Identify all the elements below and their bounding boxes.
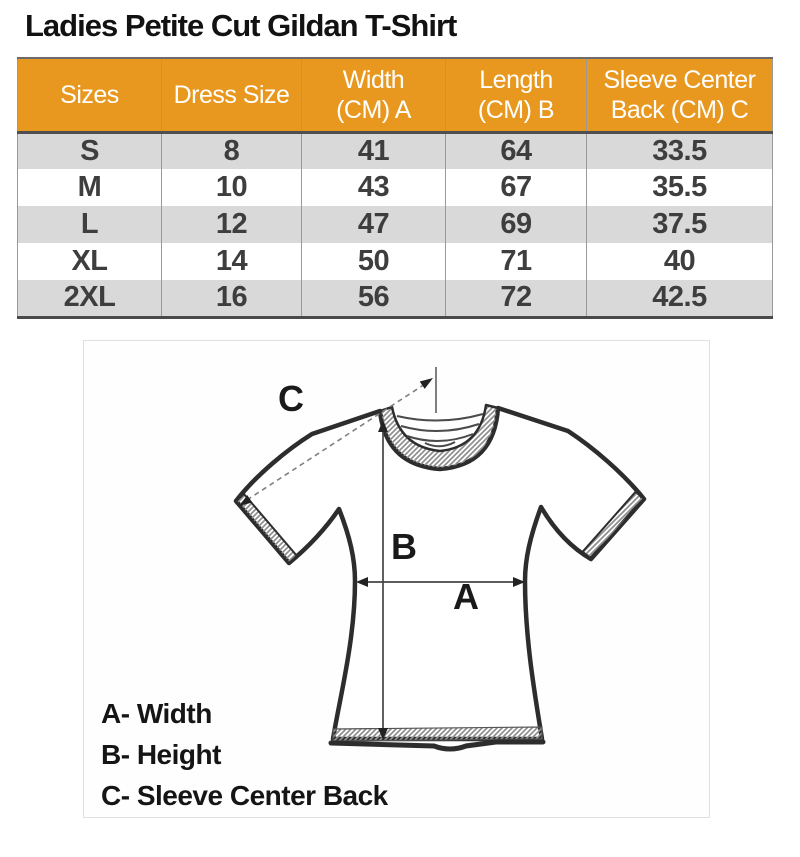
cell-size: M — [77, 171, 102, 203]
cell-length: 69 — [445, 206, 587, 243]
cell-sleeve: 37.5 — [586, 206, 773, 243]
measure-line-c: C — [239, 367, 437, 506]
header-row: Sizes Dress Size Width (CM) A Length (CM… — [17, 58, 773, 134]
cell-dress-size: 10 — [161, 169, 302, 206]
column-header-dress-size: Dress Size — [161, 58, 302, 134]
cell-sleeve: 42.5 — [586, 280, 773, 317]
cell-length: 67 — [445, 169, 587, 206]
cell-width: 43 — [301, 169, 446, 206]
collar-rib-band — [378, 403, 500, 471]
cell-sleeve: 35.5 — [586, 169, 773, 206]
measure-line-b: B — [378, 420, 417, 740]
column-header-sleeve-center-back: Sleeve Center Back (CM) C — [586, 58, 773, 134]
cell-length: 64 — [445, 132, 587, 169]
legend-item-width: A- Width — [101, 698, 212, 729]
cell-dress-size: 14 — [161, 243, 302, 280]
left-cuff-band — [234, 492, 299, 565]
right-cuff-band — [581, 490, 646, 561]
legend-item-sleeve-center-back: C- Sleeve Center Back — [101, 780, 388, 811]
label-a: A — [453, 576, 479, 617]
table-row-m: M 10 43 67 35.5 — [18, 169, 773, 206]
size-chart-table: Sizes Dress Size Width (CM) A Length (CM… — [17, 57, 773, 319]
legend-item-height: B- Height — [101, 739, 221, 770]
cell-size: XL — [71, 245, 108, 277]
cell-width: 56 — [301, 280, 446, 317]
diagram-legend: A- Width B- Height C- Sleeve Center Back — [101, 693, 388, 816]
tshirt-outline — [233, 403, 647, 752]
column-header-sizes: Sizes — [17, 58, 162, 134]
page-title: Ladies Petite Cut Gildan T-Shirt — [25, 8, 457, 43]
cell-width: 47 — [301, 206, 446, 243]
label-c: C — [278, 378, 304, 419]
cell-size: 2XL — [17, 280, 162, 317]
cell-length: 72 — [445, 280, 587, 317]
table-row-xl: XL 14 50 71 40 — [18, 243, 773, 280]
cell-dress-size: 12 — [161, 206, 302, 243]
cell-width: 41 — [301, 132, 446, 169]
cell-dress-size: 8 — [161, 132, 302, 169]
cell-dress-size: 16 — [161, 280, 302, 317]
tshirt-diagram: B A C — [233, 367, 647, 752]
column-header-length: Length (CM) B — [445, 58, 587, 134]
cell-size: L — [17, 206, 162, 243]
column-header-width: Width (CM) A — [301, 58, 446, 134]
cell-length: 71 — [445, 243, 587, 280]
cell-sleeve: 40 — [586, 243, 773, 280]
table-row-s: S 8 41 64 33.5 — [17, 132, 773, 169]
label-b: B — [391, 526, 417, 567]
cell-size: S — [17, 132, 162, 169]
table-row-l: L 12 47 69 37.5 — [17, 206, 773, 243]
measure-line-a: A — [356, 576, 525, 617]
measurement-diagram-box: B A C A- Width B- Height C- Sleeve Cente… — [83, 340, 710, 818]
cell-width: 50 — [301, 243, 446, 280]
cell-sleeve: 33.5 — [586, 132, 773, 169]
table-row-2xl: 2XL 16 56 72 42.5 — [17, 280, 773, 317]
